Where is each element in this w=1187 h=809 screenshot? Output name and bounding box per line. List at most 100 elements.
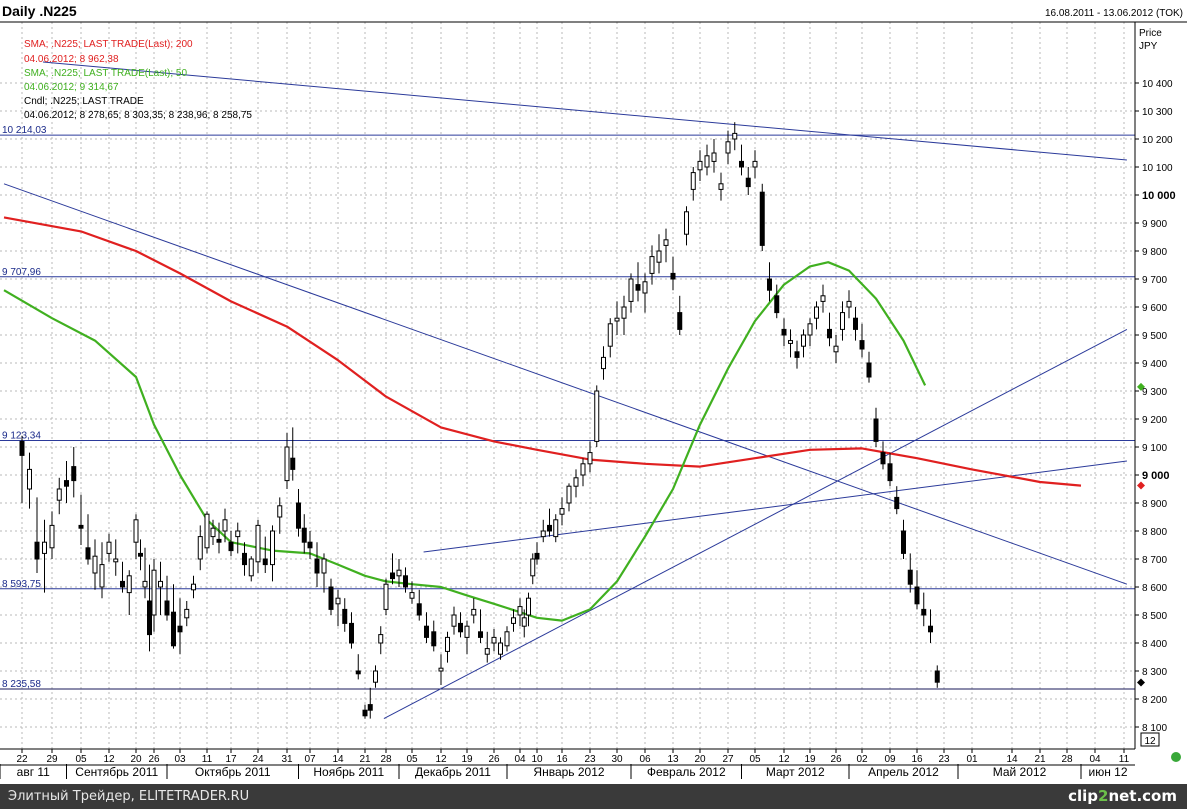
candle-body: [517, 606, 523, 616]
candle-body: [846, 300, 852, 308]
candle-body: [85, 547, 91, 560]
candle-body: [64, 480, 69, 487]
moving-averages: [3, 216, 1082, 622]
candle: [530, 553, 536, 585]
y-tick-label: 8 300: [1142, 667, 1167, 678]
candle-body: [396, 569, 402, 577]
x-tick-label: 07: [304, 754, 316, 765]
y-tick-label: 9 300: [1142, 387, 1167, 398]
candle: [296, 489, 301, 537]
candle: [438, 654, 444, 685]
candle-body: [424, 625, 429, 638]
candle-body: [335, 597, 341, 605]
candle-body: [684, 211, 689, 235]
candle: [697, 150, 703, 181]
candle: [788, 329, 793, 358]
x-tick-label: 12: [103, 754, 115, 765]
x-tick-label: 17: [225, 754, 237, 765]
candle-body: [704, 155, 710, 168]
clip2net-logo[interactable]: clip2net.com: [1068, 787, 1177, 805]
candle-body: [210, 527, 216, 538]
candle-body: [607, 323, 613, 347]
candle-body: [767, 278, 772, 291]
candle: [373, 665, 378, 688]
candle: [120, 561, 125, 593]
x-tick-label: 14: [1006, 754, 1018, 765]
candle: [248, 556, 254, 582]
currency-label: JPY: [1139, 41, 1158, 52]
candle: [301, 514, 307, 554]
candle: [138, 539, 143, 571]
candle-body: [99, 564, 105, 588]
candle-body: [362, 709, 368, 717]
candle: [445, 631, 450, 663]
candle-body: [296, 502, 301, 529]
y-tick-label: 8 900: [1142, 499, 1167, 510]
x-tick-label: 16: [556, 754, 568, 765]
candle: [228, 531, 234, 557]
candle-body: [445, 636, 450, 652]
candle: [767, 262, 772, 302]
candle-body: [677, 312, 683, 330]
candle-body: [355, 670, 361, 675]
candle: [635, 262, 641, 302]
legend: SMA; .N225; LAST TRADE(Last); 200 04.06.…: [24, 39, 252, 121]
candle: [901, 519, 906, 559]
candle: [677, 295, 683, 335]
logo-part-c: net.com: [1108, 787, 1177, 805]
x-tick-label: 20: [130, 754, 142, 765]
candle: [601, 346, 606, 380]
candle: [921, 592, 927, 627]
candle-body: [321, 558, 327, 574]
candle-body: [383, 583, 389, 610]
zoom-badge-box[interactable]: [1140, 732, 1160, 747]
candles: [19, 122, 940, 719]
x-tick-label: 04: [1089, 754, 1101, 765]
candle-body: [262, 558, 268, 566]
y-tick-label: 9 800: [1142, 247, 1167, 258]
x-tick-label: 04: [514, 754, 526, 765]
candle: [580, 458, 586, 487]
candle: [34, 497, 40, 573]
y-tick-label: 9 100: [1142, 443, 1167, 454]
candle-body: [373, 670, 378, 683]
candle-body: [248, 558, 254, 577]
candle: [78, 494, 84, 545]
sma-line: [3, 216, 1082, 487]
candle: [431, 620, 437, 652]
candle: [521, 609, 527, 638]
zoom-badge[interactable]: 12: [1144, 736, 1156, 747]
candle: [458, 612, 463, 638]
candle-body: [390, 572, 395, 580]
candle-body: [894, 496, 900, 510]
y-tick-label: 10 100: [1142, 163, 1173, 174]
candle: [270, 525, 275, 582]
candle-body: [431, 631, 437, 647]
x-tick-label: 14: [332, 754, 344, 765]
candle: [255, 519, 261, 573]
candle-body: [349, 622, 354, 644]
candle-body: [901, 530, 906, 554]
candle-body: [566, 485, 572, 504]
x-tick-label: 03: [174, 754, 186, 765]
candle: [335, 589, 341, 627]
candle: [526, 592, 531, 627]
candle-body: [242, 552, 247, 566]
candle-body: [801, 334, 806, 347]
candle: [547, 508, 552, 537]
x-tick-label: 21: [359, 754, 371, 765]
month-label: Сентябрь 2011: [75, 765, 158, 779]
candle-body: [774, 295, 780, 314]
candle-body: [853, 317, 858, 330]
footer-source: Элитный Трейдер, ELITETRADER.RU: [8, 789, 250, 804]
candle: [594, 385, 600, 447]
y-tick-label: 9 400: [1142, 359, 1167, 370]
candle-body: [284, 446, 290, 482]
candle: [873, 407, 879, 447]
month-label: Май 2012: [993, 765, 1047, 779]
candle: [85, 514, 91, 565]
candle-body: [873, 418, 879, 442]
candle-body: [914, 586, 920, 605]
trendline: [42, 61, 1127, 161]
